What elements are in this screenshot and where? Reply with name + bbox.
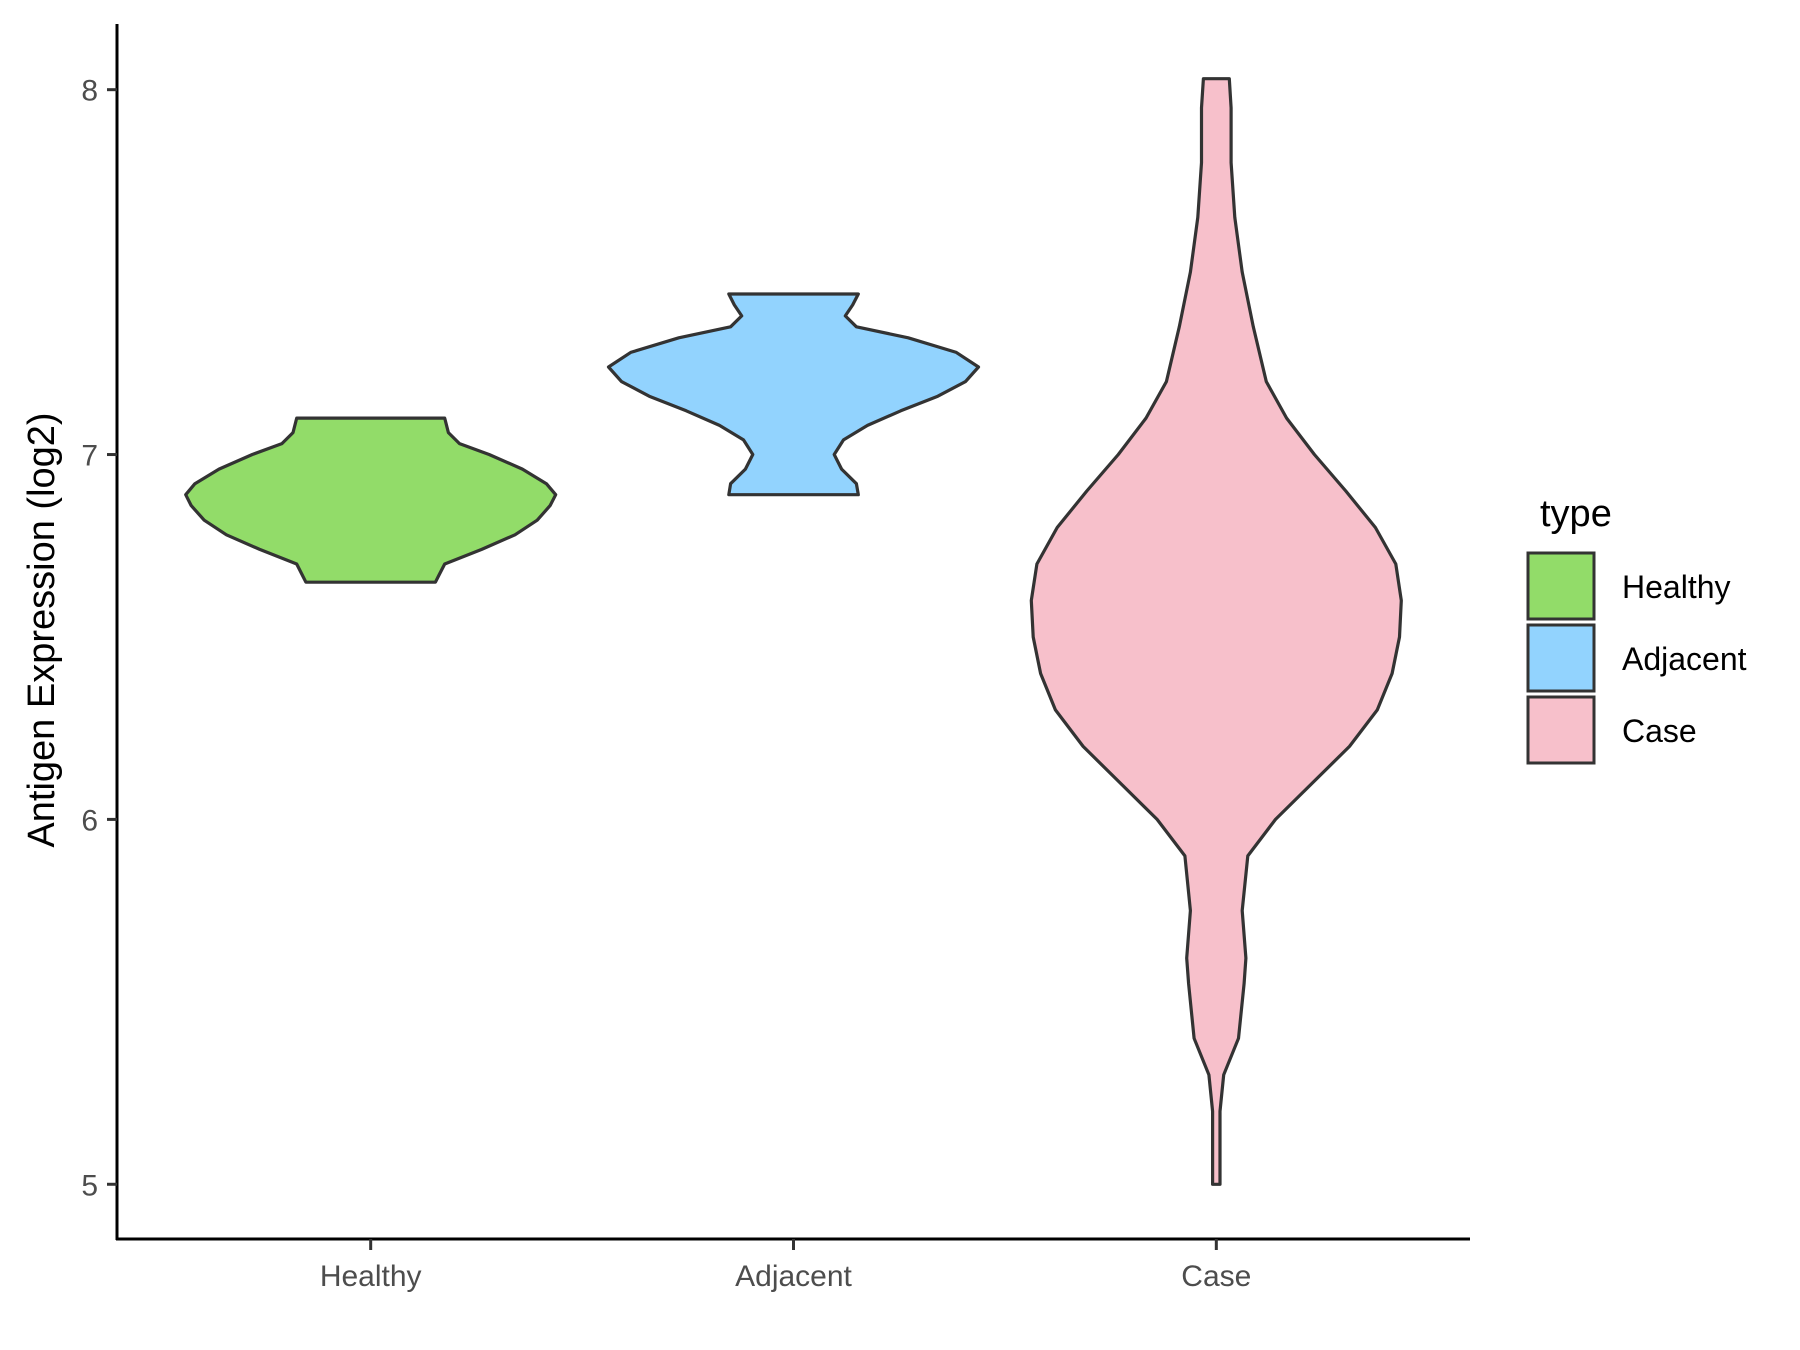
x-tick-label: Case — [1181, 1260, 1251, 1293]
legend-title: type — [1540, 493, 1612, 535]
y-ticks: 5 6 7 8 — [81, 75, 117, 1202]
y-tick-label: 8 — [81, 75, 98, 108]
legend-label: Healthy — [1622, 569, 1731, 605]
legend: type Healthy Adjacent Case — [1526, 493, 1747, 765]
y-tick-label: 6 — [81, 804, 98, 837]
violin-healthy — [184, 416, 558, 584]
y-tick-label: 5 — [81, 1169, 98, 1202]
legend-key-adjacent — [1526, 623, 1596, 693]
x-tick-label: Healthy — [320, 1260, 422, 1293]
y-axis-title: Antigen Expression (log2) — [21, 412, 63, 847]
y-tick-label: 7 — [81, 440, 98, 473]
legend-label: Case — [1622, 713, 1697, 749]
x-ticks: Healthy Adjacent Case — [320, 1239, 1251, 1293]
x-tick-label: Adjacent — [735, 1260, 852, 1293]
violins — [184, 77, 1403, 1186]
legend-key-case — [1526, 695, 1596, 765]
legend-label: Adjacent — [1622, 641, 1747, 677]
legend-key-healthy — [1526, 551, 1596, 621]
violin-adjacent — [606, 292, 981, 497]
violin-case — [1029, 77, 1403, 1186]
